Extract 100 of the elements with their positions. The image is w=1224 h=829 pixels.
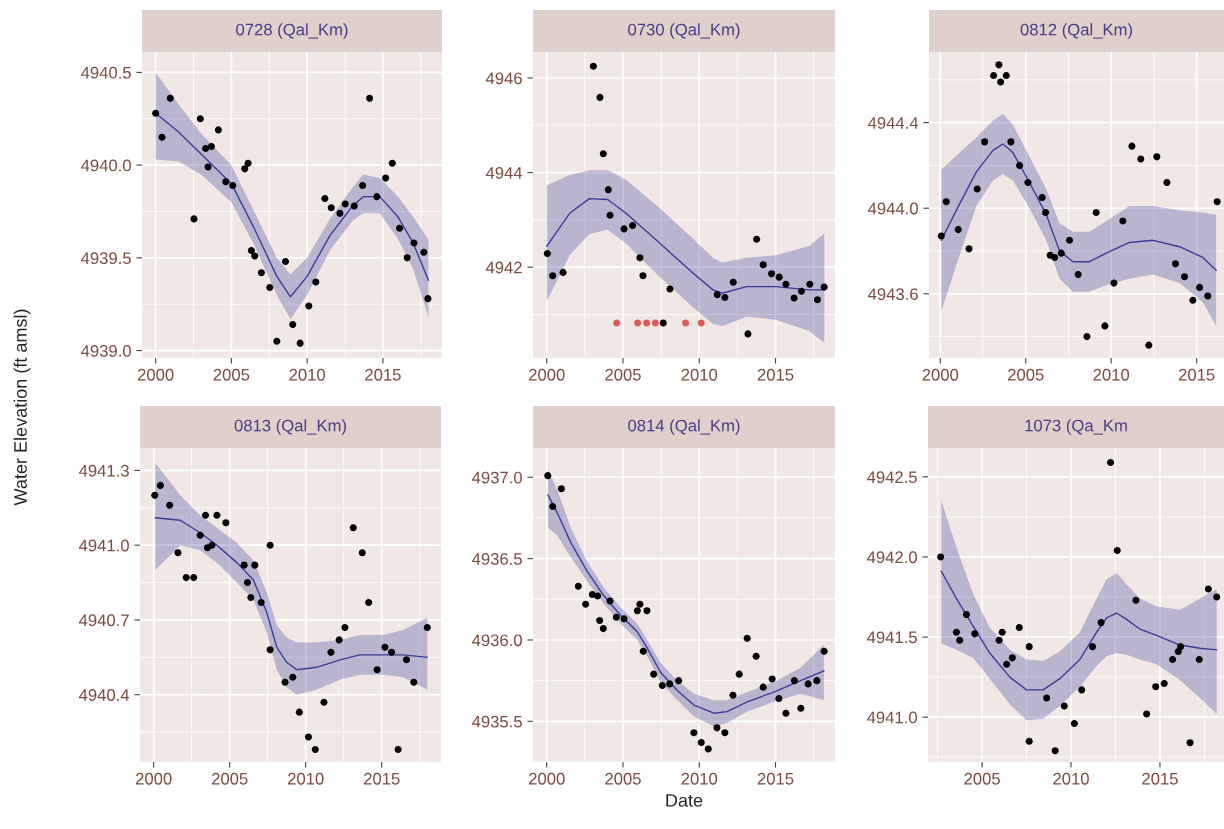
point xyxy=(620,615,628,623)
point xyxy=(1043,694,1051,702)
point xyxy=(1196,283,1204,291)
point xyxy=(599,150,607,158)
point xyxy=(196,115,204,123)
y-tick-label: 4936.5 xyxy=(471,553,522,565)
point xyxy=(633,607,641,615)
y-tick-label: 4943.6 xyxy=(867,288,918,301)
point xyxy=(213,511,221,519)
point xyxy=(423,623,431,631)
point xyxy=(1051,253,1059,261)
x-tick-label: 2010 xyxy=(681,368,718,381)
point xyxy=(1171,260,1179,268)
point xyxy=(973,185,981,193)
point xyxy=(1180,273,1189,281)
point xyxy=(820,283,828,291)
point xyxy=(182,574,190,582)
x-tick-label: 2010 xyxy=(1053,772,1089,785)
point xyxy=(1092,208,1100,217)
point xyxy=(365,598,373,607)
point xyxy=(396,224,404,232)
point xyxy=(166,501,174,509)
point xyxy=(1160,679,1168,688)
point xyxy=(937,232,945,240)
point xyxy=(1195,655,1203,664)
point xyxy=(1089,643,1097,651)
point xyxy=(790,294,798,302)
point xyxy=(1002,72,1010,80)
point xyxy=(782,709,790,717)
point xyxy=(1070,720,1078,728)
point xyxy=(327,204,335,212)
point xyxy=(1177,643,1185,651)
y-tick-label: 4940.4 xyxy=(78,689,130,701)
point xyxy=(954,226,962,234)
point xyxy=(1060,702,1068,710)
point xyxy=(797,704,805,712)
point xyxy=(675,677,683,685)
point xyxy=(266,646,274,654)
point xyxy=(604,186,612,194)
y-tick-label: 4941.0 xyxy=(866,711,917,724)
point xyxy=(222,178,230,186)
y-tick-label: 4939.5 xyxy=(80,252,131,265)
point xyxy=(158,133,166,141)
point xyxy=(281,678,289,686)
point xyxy=(410,678,418,686)
point xyxy=(296,339,304,347)
point xyxy=(790,677,798,685)
point xyxy=(1097,619,1105,627)
point xyxy=(1174,647,1182,655)
point xyxy=(289,321,297,329)
x-tick-label: 2000 xyxy=(137,368,174,381)
point xyxy=(382,174,390,182)
point xyxy=(782,280,790,288)
chart-title: 0813 (Qal_Km) xyxy=(234,419,346,435)
point xyxy=(1137,155,1145,163)
point xyxy=(606,597,614,605)
point xyxy=(813,677,821,685)
x-tick-label: 2000 xyxy=(529,772,565,785)
point xyxy=(1024,178,1032,187)
point xyxy=(639,647,647,655)
point xyxy=(349,524,357,532)
point xyxy=(596,616,604,624)
point xyxy=(768,270,776,278)
point xyxy=(956,636,964,644)
point xyxy=(394,746,402,754)
x-tick-label: 2010 xyxy=(289,368,326,381)
point xyxy=(990,72,998,80)
point xyxy=(241,165,249,173)
x-tick-label: 2005 xyxy=(211,772,248,785)
point xyxy=(643,319,651,327)
point xyxy=(320,698,328,706)
point xyxy=(1008,654,1016,662)
point xyxy=(341,623,349,631)
point xyxy=(998,628,1006,636)
point xyxy=(634,319,642,327)
point xyxy=(659,319,667,327)
point xyxy=(381,643,389,651)
point xyxy=(1132,596,1140,604)
point xyxy=(358,549,366,557)
point xyxy=(1057,249,1065,257)
point xyxy=(965,245,973,253)
point xyxy=(373,193,381,201)
point xyxy=(559,268,567,276)
point xyxy=(596,93,604,101)
point xyxy=(599,625,607,633)
point xyxy=(1025,737,1033,745)
point xyxy=(813,296,821,304)
chart-title: 1073 (Qa_Km xyxy=(1025,419,1127,435)
point xyxy=(229,181,237,190)
point xyxy=(251,561,259,569)
point xyxy=(1204,585,1212,593)
point xyxy=(1065,236,1074,244)
x-tick-label: 2010 xyxy=(288,772,324,785)
x-tick-label: 2010 xyxy=(681,772,718,785)
point xyxy=(806,280,814,288)
point xyxy=(759,683,767,691)
point xyxy=(1083,333,1091,341)
point xyxy=(744,330,752,338)
point xyxy=(359,181,367,190)
point xyxy=(997,78,1005,86)
